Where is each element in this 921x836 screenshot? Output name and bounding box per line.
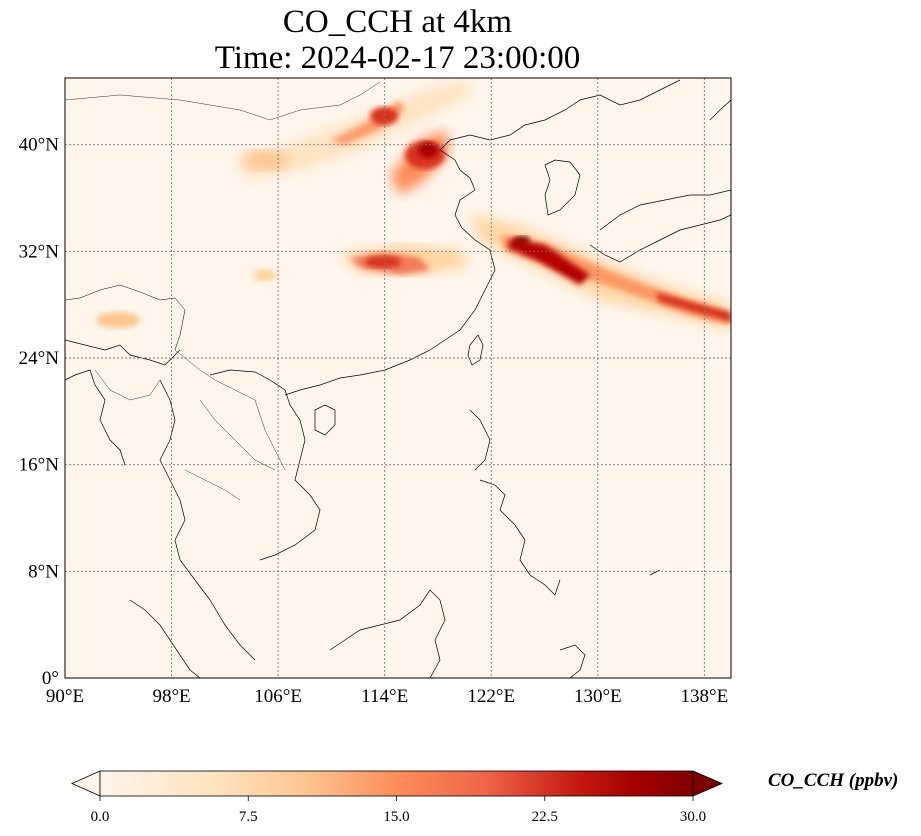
borders bbox=[65, 81, 381, 501]
map-frame bbox=[64, 77, 732, 679]
colorbar-extend-max bbox=[692, 770, 724, 797]
colorbar-tick-label: 30.0 bbox=[680, 809, 706, 825]
lon-tick-label: 122°E bbox=[467, 686, 515, 707]
lon-tick-label: 106°E bbox=[254, 686, 302, 707]
concentration-field bbox=[65, 79, 731, 678]
colorbar-extend-min bbox=[71, 770, 101, 797]
plume-west bbox=[96, 312, 140, 328]
colorbar-body bbox=[99, 770, 694, 797]
plume-mid-west bbox=[240, 150, 290, 170]
colorbar-label: CO_CCH (ppbv) bbox=[768, 770, 899, 791]
plume-core-high-5 bbox=[655, 292, 731, 322]
colorbar-tick-label: 7.5 bbox=[239, 809, 258, 825]
lon-tick-label: 90°E bbox=[46, 686, 84, 707]
colorbar-tick-label: 0.0 bbox=[91, 809, 110, 825]
plume-core-high-3 bbox=[365, 256, 401, 268]
title-line-2: Time: 2024-02-17 23:00:00 bbox=[214, 40, 581, 76]
plume-core-high-4 bbox=[508, 238, 590, 285]
lon-tick-label: 114°E bbox=[361, 686, 408, 707]
plume-core-max-2 bbox=[514, 236, 530, 244]
longitude-labels: 90°E 98°E 106°E 114°E 122°E 130°E 138°E bbox=[46, 686, 728, 707]
title-line-1: CO_CCH at 4km bbox=[282, 4, 513, 40]
lat-tick-label: 40°N bbox=[19, 135, 60, 156]
colorbar: 0.0 7.5 15.0 22.5 30.0 bbox=[71, 770, 724, 825]
gridlines bbox=[65, 78, 731, 678]
lat-tick-label: 16°N bbox=[19, 455, 60, 476]
lon-tick-label: 98°E bbox=[152, 686, 190, 707]
plume-small bbox=[253, 269, 277, 281]
lat-tick-label: 32°N bbox=[19, 241, 60, 262]
colorbar-ticks: 0.0 7.5 15.0 22.5 30.0 bbox=[91, 796, 706, 825]
coastlines bbox=[65, 79, 731, 678]
plume-core-max bbox=[418, 142, 438, 158]
colorbar-tick-label: 15.0 bbox=[383, 809, 409, 825]
colorbar-tick-label: 22.5 bbox=[532, 809, 558, 825]
lon-tick-label: 138°E bbox=[681, 686, 729, 707]
lat-tick-label: 8°N bbox=[28, 561, 59, 582]
lon-tick-label: 130°E bbox=[574, 686, 622, 707]
plume-core-high-2 bbox=[370, 107, 398, 125]
latitude-labels: 0° 8°N 16°N 24°N 32°N 40°N bbox=[19, 135, 60, 689]
lat-tick-label: 24°N bbox=[19, 348, 60, 369]
lat-tick-label: 0° bbox=[42, 668, 59, 689]
map-title: CO_CCH at 4km Time: 2024-02-17 23:00:00 bbox=[64, 4, 731, 76]
